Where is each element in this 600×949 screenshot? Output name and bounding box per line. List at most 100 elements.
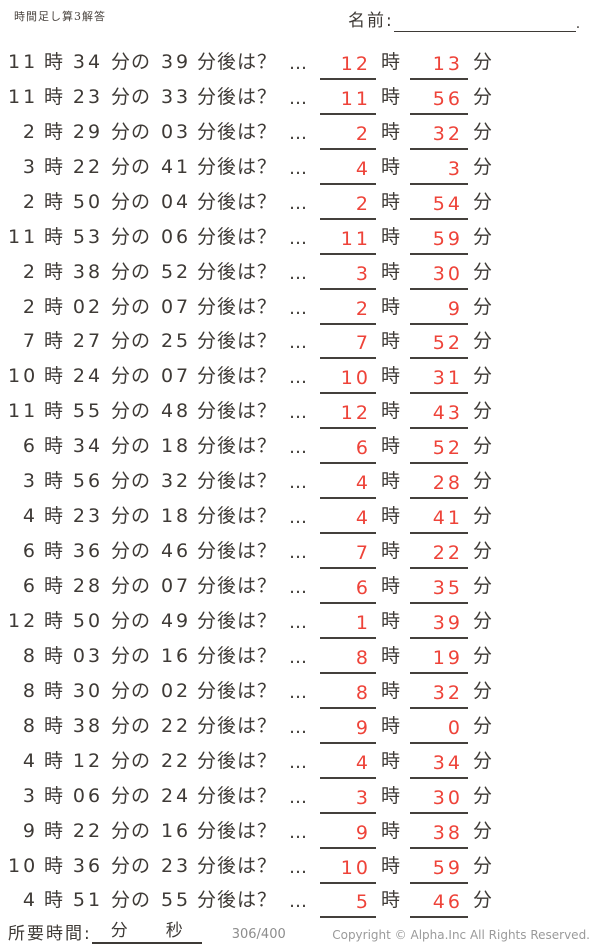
minute-of-label: 分の — [111, 854, 152, 877]
question-text: 3 時 22 分の 41 分後は？ — [8, 152, 277, 185]
answer-minute-field: 52 — [409, 437, 468, 465]
answer-minute-unit-label: 分 — [472, 644, 492, 667]
question-minute: 55 — [72, 400, 104, 423]
question-add-minutes: 32 — [160, 470, 192, 493]
question-minute: 06 — [72, 784, 104, 807]
answer-hour-unit-label: 時 — [380, 120, 400, 143]
question-text: 2 時 29 分の 03 分後は？ — [8, 117, 277, 150]
problem-row: 10 時 36 分の 23 分後は？ … 10 時 59 分 — [0, 849, 600, 884]
hour-unit-label: 時 — [44, 155, 64, 178]
hour-unit-label: 時 — [44, 435, 64, 458]
question-hour: 4 — [22, 749, 38, 772]
answer-minute-unit-label: 分 — [472, 155, 492, 178]
sheet-counter: 306/400 — [231, 927, 286, 942]
name-blank-line — [393, 10, 576, 32]
answer-minute-unit-label: 分 — [472, 365, 492, 388]
after-question-label: 分後は？ — [197, 505, 278, 528]
ellipsis: … — [288, 821, 307, 843]
question-add-minutes: 07 — [160, 365, 192, 388]
minute-of-label: 分の — [111, 50, 152, 73]
answer-minute-unit-label: 分 — [472, 190, 492, 213]
answer-hour-field: 8 — [319, 682, 376, 709]
question-hour: 6 — [22, 435, 38, 458]
answer-hour-field: 7 — [319, 542, 376, 570]
question-minute: 38 — [72, 260, 104, 283]
question-minute: 27 — [72, 330, 104, 353]
answer-minute-field: 46 — [409, 891, 468, 919]
minute-of-label: 分の — [111, 679, 152, 702]
answer-minute-field: 13 — [409, 53, 468, 80]
problem-row: 6 時 34 分の 18 分後は？ … 6 時 52 分 — [0, 429, 600, 465]
question-add-minutes: 33 — [160, 85, 192, 108]
problem-row: 3 時 06 分の 24 分後は？ … 3 時 30 分 — [0, 779, 600, 814]
hour-unit-label: 時 — [44, 714, 64, 737]
elapsed-time-blank-line: 分 秒 — [91, 921, 202, 944]
question-hour: 11 — [8, 85, 39, 108]
ellipsis: … — [288, 856, 307, 878]
name-line-period: . — [575, 16, 581, 32]
hour-unit-label: 時 — [44, 330, 64, 353]
question-minute: 34 — [72, 50, 104, 73]
answer-hour-field: 11 — [319, 228, 376, 255]
question-minute: 36 — [72, 540, 104, 563]
question-minute: 22 — [72, 155, 104, 178]
ellipsis: … — [288, 367, 307, 389]
question-add-minutes: 39 — [160, 50, 192, 73]
answer-minute-field: 59 — [409, 228, 468, 255]
minute-of-label: 分の — [111, 260, 152, 283]
question-add-minutes: 16 — [160, 644, 192, 667]
after-question-label: 分後は？ — [197, 749, 278, 772]
answer-hour-field: 12 — [319, 402, 376, 430]
minute-of-label: 分の — [111, 365, 152, 388]
hour-unit-label: 時 — [44, 784, 64, 807]
question-hour: 6 — [22, 575, 38, 597]
question-hour: 3 — [22, 784, 38, 807]
answer-minute-unit-label: 分 — [472, 295, 492, 318]
answer-minute-field: 22 — [409, 542, 468, 570]
page-title: 時間足し算3解答 — [14, 10, 106, 23]
hour-unit-label: 時 — [44, 120, 64, 143]
answer-minute-field: 35 — [409, 577, 468, 604]
question-add-minutes: 18 — [160, 435, 192, 458]
question-add-minutes: 25 — [160, 330, 192, 353]
question-hour: 2 — [22, 295, 38, 318]
question-add-minutes: 07 — [160, 295, 192, 318]
question-add-minutes: 23 — [160, 854, 192, 877]
problem-row: 3 時 56 分の 32 分後は？ … 4 時 28 分 — [0, 464, 600, 500]
question-text: 2 時 38 分の 52 分後は？ — [8, 257, 277, 290]
question-text: 3 時 56 分の 32 分後は？ — [8, 466, 277, 499]
answer-hour-unit-label: 時 — [380, 644, 400, 667]
after-question-label: 分後は？ — [197, 540, 278, 563]
question-add-minutes: 04 — [160, 190, 192, 213]
after-question-label: 分後は？ — [197, 470, 278, 493]
answer-hour-unit-label: 時 — [380, 575, 400, 597]
after-question-label: 分後は？ — [197, 609, 278, 632]
answer-hour-unit-label: 時 — [380, 679, 400, 702]
question-text: 6 時 28 分の 07 分後は？ — [8, 571, 277, 604]
ellipsis: … — [288, 611, 307, 633]
copyright-notice: Copyright © Alpha.Inc All Rights Reserve… — [332, 928, 590, 942]
hour-unit-label: 時 — [44, 400, 64, 423]
question-minute: 38 — [72, 714, 104, 737]
question-add-minutes: 16 — [160, 819, 192, 842]
question-minute: 12 — [72, 749, 104, 772]
answer-hour-unit-label: 時 — [380, 190, 400, 213]
question-add-minutes: 22 — [160, 749, 192, 772]
hour-unit-label: 時 — [44, 295, 64, 318]
question-text: 11 時 55 分の 48 分後は？ — [8, 396, 277, 429]
answer-hour-field: 9 — [319, 822, 376, 849]
ellipsis: … — [288, 577, 307, 598]
question-hour: 4 — [22, 889, 38, 912]
after-question-label: 分後は？ — [197, 50, 278, 73]
hour-unit-label: 時 — [44, 609, 64, 632]
question-minute: 24 — [72, 365, 104, 388]
answer-minute-field: 0 — [409, 717, 468, 744]
answer-minute-unit-label: 分 — [472, 225, 492, 248]
minute-of-label: 分の — [111, 889, 152, 912]
question-hour: 3 — [22, 155, 38, 178]
question-minute: 03 — [72, 644, 104, 667]
ellipsis: … — [288, 507, 307, 529]
answer-minute-unit-label: 分 — [472, 714, 492, 737]
problem-row: 2 時 38 分の 52 分後は？ … 3 時 30 分 — [0, 255, 600, 290]
